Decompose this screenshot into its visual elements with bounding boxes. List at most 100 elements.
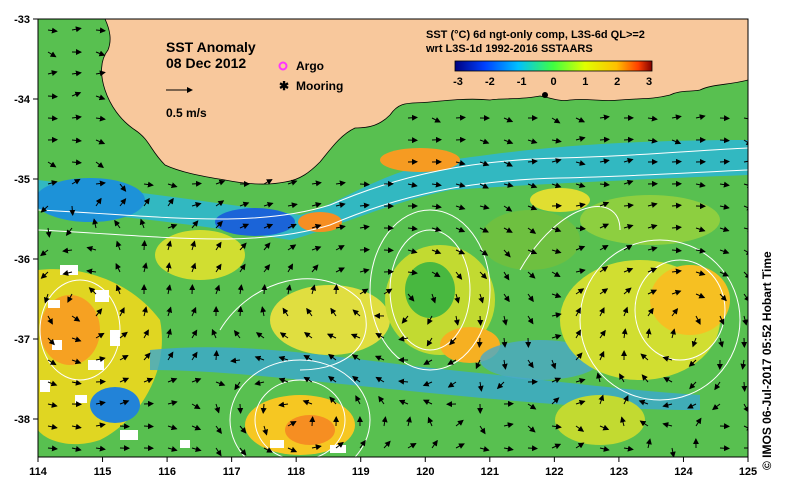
velocity-arrow-icon — [718, 315, 725, 326]
velocity-arrow-icon — [551, 423, 562, 430]
velocity-arrow-icon — [47, 93, 58, 100]
velocity-arrow-icon — [71, 26, 82, 33]
velocity-arrow-icon — [143, 423, 154, 430]
velocity-arrow-icon — [575, 399, 586, 406]
velocity-arrow-icon — [599, 158, 610, 165]
velocity-arrow-icon — [671, 224, 682, 231]
velocity-arrow-icon — [479, 446, 490, 452]
argo-marker-icon — [278, 61, 288, 71]
velocity-arrow-icon — [167, 197, 174, 207]
velocity-arrow-icon — [143, 352, 151, 361]
velocity-arrow-icon — [352, 309, 361, 317]
velocity-arrow-icon — [141, 240, 148, 251]
velocity-arrow-icon — [527, 425, 536, 433]
map-date: 08 Dec 2012 — [166, 55, 246, 71]
velocity-arrow-icon — [190, 240, 197, 251]
velocity-arrow-icon — [455, 204, 466, 211]
velocity-arrow-icon — [407, 225, 418, 232]
velocity-arrow-icon — [191, 403, 201, 410]
velocity-arrow-icon — [455, 226, 466, 233]
x-tick-label: 120 — [416, 466, 434, 478]
velocity-arrow-icon — [575, 245, 586, 252]
velocity-arrow-icon — [645, 438, 652, 449]
velocity-arrow-icon — [551, 226, 562, 233]
velocity-arrow-icon — [230, 357, 241, 364]
velocity-arrow-icon — [335, 224, 346, 231]
x-tick-label: 124 — [674, 466, 693, 478]
velocity-arrow-icon — [215, 380, 226, 387]
velocity-arrow-icon — [447, 381, 457, 388]
velocity-arrow-icon — [278, 401, 289, 408]
velocity-arrow-icon — [575, 425, 585, 432]
velocity-arrow-icon — [47, 161, 57, 168]
velocity-arrow-icon — [695, 247, 706, 254]
velocity-arrow-icon — [503, 445, 514, 452]
velocity-arrow-icon — [335, 180, 346, 187]
velocity-arrow-icon — [575, 378, 586, 384]
velocity-arrow-icon — [422, 380, 433, 387]
velocity-arrow-icon — [407, 293, 415, 302]
velocity-arrow-icon — [375, 333, 385, 339]
colorbar — [454, 60, 653, 72]
velocity-arrow-icon — [191, 377, 202, 384]
velocity-arrow-icon — [263, 264, 271, 273]
velocity-arrow-icon — [478, 293, 485, 304]
velocity-arrow-icon — [422, 399, 433, 406]
velocity-arrow-icon — [359, 268, 370, 274]
velocity-arrow-icon — [662, 402, 673, 408]
velocity-arrow-icon — [662, 355, 673, 362]
velocity-arrow-icon — [309, 416, 316, 427]
velocity-arrow-icon — [215, 200, 225, 207]
velocity-arrow-icon — [167, 400, 178, 406]
velocity-arrow-icon — [47, 359, 57, 366]
velocity-arrow-icon — [575, 136, 586, 142]
velocity-arrow-icon — [191, 202, 202, 208]
velocity-arrow-icon — [647, 289, 658, 296]
velocity-arrow-icon — [287, 223, 298, 229]
velocity-arrow-icon — [311, 223, 322, 230]
velocity-arrow-icon — [239, 447, 247, 456]
velocity-arrow-icon — [310, 284, 316, 295]
velocity-arrow-icon — [669, 447, 676, 457]
velocity-arrow-icon — [503, 205, 513, 212]
velocity-arrow-icon — [71, 445, 82, 452]
colorbar-tick-label: 2 — [614, 76, 620, 88]
colorbar-tick-label: -1 — [517, 76, 527, 88]
velocity-arrow-icon — [551, 137, 562, 144]
velocity-arrow-icon — [311, 202, 322, 208]
velocity-arrow-icon — [254, 355, 265, 362]
velocity-arrow-icon — [287, 263, 294, 273]
velocity-arrow-icon — [743, 293, 748, 302]
velocity-arrow-icon — [527, 403, 537, 410]
velocity-arrow-icon — [647, 246, 658, 252]
velocity-arrow-icon — [639, 420, 649, 427]
velocity-arrow-icon — [263, 242, 271, 251]
velocity-arrow-icon — [278, 377, 289, 384]
velocity-arrow-icon — [427, 315, 433, 325]
velocity-arrow-icon — [71, 137, 82, 144]
ssh-contours — [38, 147, 748, 457]
velocity-arrow-icon — [687, 403, 697, 409]
velocity-arrow-icon — [95, 445, 106, 452]
velocity-arrow-icon — [695, 270, 706, 277]
velocity-arrow-icon — [311, 444, 322, 451]
velocity-arrow-icon — [335, 441, 344, 449]
velocity-arrow-icon — [551, 182, 562, 189]
velocity-arrow-icon — [598, 350, 605, 361]
velocity-arrow-icon — [167, 377, 178, 384]
velocity-arrow-icon — [114, 219, 121, 229]
velocity-arrow-icon — [551, 312, 562, 319]
velocity-arrow-icon — [282, 307, 289, 317]
velocity-arrow-icon — [383, 288, 393, 295]
velocity-arrow-icon — [527, 158, 538, 165]
colorbar-title-line2: wrt L3S-1d 1992-2016 SSTAARS — [425, 43, 593, 55]
velocity-arrow-icon — [167, 424, 178, 431]
velocity-arrow-icon — [527, 293, 534, 303]
velocity-arrow-icon — [71, 358, 82, 365]
velocity-arrow-icon — [86, 246, 97, 252]
argo-label: Argo — [296, 59, 324, 73]
velocity-arrow-icon — [477, 315, 484, 326]
velocity-arrow-icon — [254, 379, 265, 386]
velocity-arrow-icon — [165, 262, 172, 273]
velocity-arrow-icon — [743, 158, 748, 165]
